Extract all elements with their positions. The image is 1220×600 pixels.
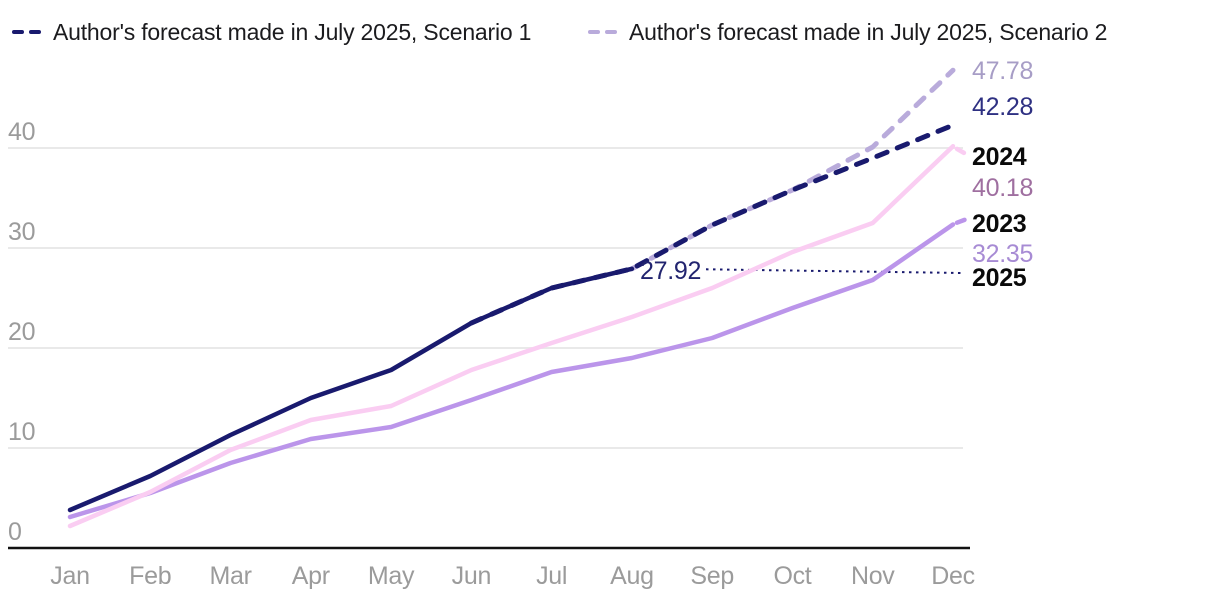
legend-item-scenario2: Author's forecast made in July 2025, Sce… [588, 18, 1107, 46]
x-tick-label: Jun [452, 562, 491, 590]
legend-item-scenario1: Author's forecast made in July 2025, Sce… [12, 18, 531, 46]
line-2024-dashed-tail [954, 146, 971, 158]
x-tick-label: Oct [773, 562, 811, 590]
dash-icon [12, 29, 24, 35]
line-2025-actual [67, 266, 635, 513]
x-tick-label: Aug [610, 562, 654, 590]
y-tick-label: 20 [8, 318, 35, 346]
x-tick-label: Apr [292, 562, 330, 590]
scenario2-dashed-line-icon [588, 29, 617, 35]
y-tick-label: 10 [8, 418, 35, 446]
scenario1-final-value: 42.28 [972, 93, 1033, 121]
dash-icon [588, 29, 600, 35]
line-2024 [67, 143, 956, 529]
x-tick-label: Dec [931, 562, 975, 590]
x-tick-label: May [368, 562, 415, 590]
scenario2-final-value: 47.78 [972, 57, 1033, 85]
y-tick-label: 40 [8, 118, 35, 146]
year-2024-label: 2024 [972, 143, 1027, 171]
final-value-2024: 40.18 [972, 174, 1033, 202]
x-tick-label: Feb [129, 562, 171, 590]
scenario1-dashed-line-icon [12, 29, 41, 35]
x-tick-label: Nov [851, 562, 895, 590]
year-2023-label: 2023 [972, 210, 1026, 238]
line-2025-scenario2 [629, 67, 956, 272]
y-tick-label: 0 [8, 518, 22, 546]
dash-icon [605, 29, 617, 35]
legend-label-scenario2: Author's forecast made in July 2025, Sce… [629, 18, 1108, 45]
line-2023-dashed-tail [954, 216, 971, 225]
final-value-2023: 32.35 [972, 240, 1033, 268]
x-tick-label: Jan [50, 562, 89, 590]
legend-label-scenario1: Author's forecast made in July 2025, Sce… [53, 18, 532, 45]
x-tick-label: Mar [209, 562, 251, 590]
year-2025-label: 2025 [972, 264, 1027, 292]
dash-icon [29, 29, 41, 35]
y-tick-label: 30 [8, 218, 35, 246]
x-tick-label: Sep [690, 562, 734, 590]
x-tick-label: Jul [536, 562, 567, 590]
line-2023 [67, 222, 956, 520]
aug-2025-value-label: 27.92 [640, 257, 701, 285]
legend: Author's forecast made in July 2025, Sce… [0, 0, 1220, 52]
